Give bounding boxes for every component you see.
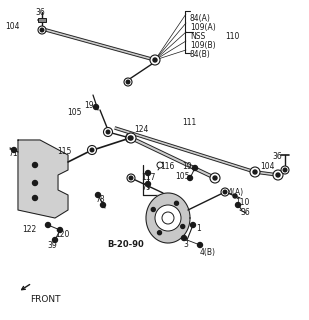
Circle shape	[188, 175, 193, 180]
Text: 3: 3	[183, 240, 188, 249]
Polygon shape	[255, 171, 278, 176]
Text: 110: 110	[235, 198, 249, 207]
Text: 105: 105	[67, 108, 82, 117]
Circle shape	[87, 146, 96, 155]
Text: 4(A): 4(A)	[228, 188, 244, 197]
Polygon shape	[146, 193, 190, 243]
Circle shape	[233, 194, 237, 198]
Text: 19: 19	[182, 162, 192, 171]
Text: 36: 36	[35, 8, 45, 17]
Text: 117: 117	[141, 173, 155, 182]
Circle shape	[175, 201, 179, 205]
Circle shape	[94, 105, 99, 109]
Circle shape	[127, 174, 135, 182]
Text: 115: 115	[57, 147, 71, 156]
Polygon shape	[115, 127, 255, 173]
Circle shape	[151, 207, 155, 212]
Text: 36: 36	[272, 152, 282, 161]
Circle shape	[40, 28, 44, 32]
Circle shape	[193, 165, 197, 171]
Text: 104: 104	[260, 162, 274, 171]
Text: 36: 36	[240, 208, 250, 217]
Polygon shape	[46, 29, 155, 61]
Circle shape	[157, 162, 163, 168]
Circle shape	[100, 203, 105, 207]
Circle shape	[128, 136, 132, 140]
Text: 84(B): 84(B)	[190, 50, 211, 59]
Text: 109(B): 109(B)	[190, 41, 216, 50]
Circle shape	[273, 170, 283, 180]
Text: 39: 39	[47, 241, 57, 250]
Bar	[38, 18, 46, 22]
Circle shape	[45, 222, 50, 228]
Text: 84(A): 84(A)	[190, 14, 211, 23]
Text: 78: 78	[95, 195, 105, 204]
Text: 120: 120	[55, 230, 70, 239]
Circle shape	[106, 130, 110, 134]
Circle shape	[223, 190, 227, 194]
Text: 124: 124	[134, 125, 148, 134]
Circle shape	[221, 188, 229, 196]
Circle shape	[210, 173, 220, 183]
Text: 4(B): 4(B)	[200, 248, 216, 257]
Circle shape	[276, 173, 280, 177]
Circle shape	[153, 58, 157, 62]
Circle shape	[126, 133, 136, 143]
Circle shape	[57, 228, 62, 233]
Circle shape	[155, 205, 181, 231]
Circle shape	[32, 163, 37, 167]
Circle shape	[281, 166, 289, 174]
Text: 1: 1	[196, 224, 201, 233]
Text: 19: 19	[84, 101, 94, 110]
Circle shape	[38, 26, 46, 34]
Text: 122: 122	[22, 225, 36, 234]
Circle shape	[162, 212, 174, 224]
Circle shape	[125, 133, 134, 142]
Circle shape	[126, 80, 130, 84]
Circle shape	[181, 236, 187, 241]
Circle shape	[250, 167, 260, 177]
Circle shape	[129, 136, 133, 140]
Circle shape	[150, 55, 160, 65]
Text: 71: 71	[8, 149, 18, 158]
Circle shape	[53, 237, 57, 243]
Polygon shape	[130, 137, 216, 179]
Text: 109(A): 109(A)	[190, 23, 216, 32]
Text: FRONT: FRONT	[30, 295, 61, 304]
Circle shape	[146, 171, 150, 175]
Circle shape	[32, 196, 37, 201]
Circle shape	[191, 222, 196, 228]
Circle shape	[124, 78, 132, 86]
Circle shape	[95, 193, 100, 197]
Circle shape	[181, 225, 185, 228]
Text: 110: 110	[225, 32, 239, 41]
Text: 116: 116	[160, 162, 174, 171]
Circle shape	[90, 148, 94, 152]
Text: NSS: NSS	[190, 32, 205, 41]
Text: 104: 104	[5, 22, 19, 31]
Circle shape	[197, 243, 202, 247]
Text: 105: 105	[175, 172, 189, 181]
Circle shape	[283, 168, 287, 172]
Polygon shape	[18, 140, 68, 218]
Text: 111: 111	[182, 118, 196, 127]
Circle shape	[253, 170, 257, 174]
Circle shape	[158, 231, 162, 235]
Circle shape	[235, 203, 240, 207]
Text: 79: 79	[141, 183, 151, 192]
Circle shape	[213, 176, 217, 180]
Circle shape	[11, 148, 16, 153]
Circle shape	[104, 127, 112, 137]
Circle shape	[146, 181, 150, 187]
Circle shape	[32, 180, 37, 186]
Text: B-20-90: B-20-90	[107, 240, 144, 249]
Circle shape	[129, 176, 133, 180]
